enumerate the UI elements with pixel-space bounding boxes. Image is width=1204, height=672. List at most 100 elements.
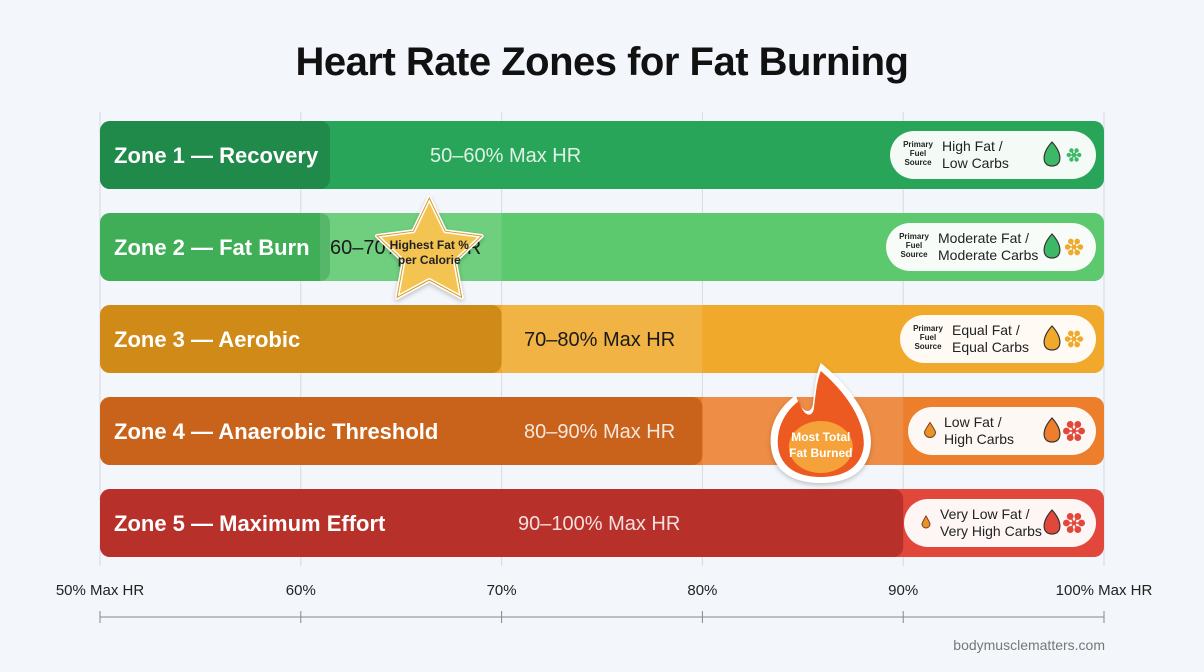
fat-drop-icon	[1043, 233, 1061, 259]
x-tick-label: 60%	[286, 582, 316, 599]
carb-atom	[1066, 526, 1074, 533]
zone-row-4: Zone 4 — Anaerobic Threshold 80–90% Max H…	[100, 397, 1104, 465]
carb-atom	[1064, 244, 1071, 250]
carb-atom	[1066, 434, 1074, 441]
zone-range-highlight	[501, 305, 703, 373]
carb-atom	[1066, 513, 1074, 520]
zone-label-band	[100, 213, 330, 281]
fat-drop-icon	[1043, 141, 1061, 167]
carb-atom	[1074, 341, 1080, 348]
carb-atom	[1078, 519, 1085, 527]
carb-atom	[1068, 249, 1074, 256]
zone-range-label: 50–60% Max HR	[430, 145, 581, 167]
carb-atom	[1074, 421, 1082, 428]
fuel-heading-text: Primary	[899, 232, 929, 241]
carb-center-atom	[1072, 337, 1076, 341]
x-tick-label: 70%	[487, 582, 517, 599]
source-credit: bodymusclematters.com	[953, 637, 1105, 653]
fuel-heading-text: Fuel	[920, 333, 936, 342]
pill-background	[900, 315, 1096, 363]
carb-atom	[1074, 148, 1079, 153]
carb-atom	[1077, 152, 1082, 158]
zone-bar	[100, 213, 1104, 281]
zone-bar	[100, 121, 1104, 189]
pill-background	[890, 131, 1096, 179]
carb-center-atom	[1072, 245, 1076, 249]
carb-atom	[1066, 421, 1074, 428]
zone-label-band	[100, 397, 703, 465]
fat-drop-icon	[921, 514, 931, 529]
zone-name-label: Zone 4 — Anaerobic Threshold	[114, 419, 438, 444]
badge-label: per Calorie	[398, 253, 461, 267]
fuel-source-text: Equal Carbs	[952, 339, 1029, 355]
carb-atom	[1069, 148, 1074, 153]
pill-background	[908, 407, 1096, 455]
x-tick-label: 90%	[888, 582, 918, 599]
star-outline	[375, 196, 483, 299]
fuel-heading-text: Source	[900, 250, 928, 259]
badge-label: Highest Fat %	[390, 238, 470, 252]
fuel-source-text: Moderate Carbs	[938, 247, 1038, 263]
carb-atom	[1068, 341, 1074, 348]
fat-drop-icon	[1043, 509, 1061, 535]
fuel-source-pill: Low Fat /High Carbs	[908, 407, 1096, 455]
carb-atom	[1068, 238, 1074, 245]
badge-label: Most Total	[791, 430, 850, 444]
carb-atom	[1078, 427, 1085, 435]
carb-atom	[1074, 513, 1082, 520]
fuel-source-text: Very High Carbs	[940, 523, 1042, 539]
pill-background	[886, 223, 1096, 271]
flame-core	[788, 421, 853, 473]
carb-atom	[1068, 330, 1074, 337]
fat-drop-icon	[923, 421, 937, 438]
carb-center-atom	[1072, 153, 1076, 157]
badge-label: Fat Burned	[789, 446, 852, 460]
carb-atom	[1063, 519, 1070, 527]
zone-name-label: Zone 3 — Aerobic	[114, 327, 300, 352]
chart-title: Heart Rate Zones for Fat Burning	[295, 40, 909, 84]
fuel-source-text: High Fat /	[942, 138, 1003, 154]
zone-name-label: Zone 1 — Recovery	[114, 143, 319, 168]
zone-label-band	[100, 489, 904, 557]
flame-badge: Most Total Fat Burned	[770, 363, 871, 483]
star-badge: Highest Fat %per Calorie	[375, 196, 484, 300]
carb-atom	[1077, 336, 1084, 342]
carb-atom	[1074, 526, 1082, 533]
fat-drop-icon	[1043, 417, 1061, 443]
fuel-source-text: Low Fat /	[944, 414, 1002, 430]
x-tick-label: 50% Max HR	[56, 582, 145, 599]
fuel-source-pill: Very Low Fat /Very High Carbs	[904, 499, 1096, 547]
carb-atom	[1074, 249, 1080, 256]
zone-name-label: Zone 2 — Fat Burn	[114, 235, 310, 260]
zone-row-3: Zone 3 — Aerobic 70–80% Max HR PrimaryFuel…	[100, 305, 1104, 373]
zone-label-band	[100, 121, 330, 189]
zone-label-band	[100, 305, 502, 373]
carb-atom	[1066, 152, 1072, 158]
carb-atom	[1069, 157, 1074, 162]
x-tick-label: 80%	[687, 582, 717, 599]
carb-atom	[1063, 427, 1070, 435]
carb-atom	[1074, 330, 1080, 337]
fuel-source-text: Equal Fat /	[952, 322, 1020, 338]
carb-atom	[1074, 434, 1082, 441]
fuel-source-text: Moderate Fat /	[938, 230, 1029, 246]
fuel-heading-text: Source	[914, 342, 942, 351]
carb-atom	[1074, 157, 1079, 162]
zone-range-label: 90–100% Max HR	[518, 513, 680, 535]
fuel-source-text: Low Carbs	[942, 155, 1009, 171]
pill-background	[904, 499, 1096, 547]
fuel-heading-text: Fuel	[906, 241, 922, 250]
fuel-heading-text: Source	[904, 158, 932, 167]
zone-row-1: Zone 1 — Recovery 50–60% Max HR PrimaryFue…	[100, 121, 1104, 189]
carb-center-atom	[1072, 429, 1076, 433]
carb-center-atom	[1072, 521, 1076, 525]
zone-range-label: 70–80% Max HR	[524, 329, 675, 351]
zone-range-label: 80–90% Max HR	[524, 421, 675, 443]
carb-atom	[1064, 336, 1071, 342]
carb-atom	[1077, 244, 1084, 250]
